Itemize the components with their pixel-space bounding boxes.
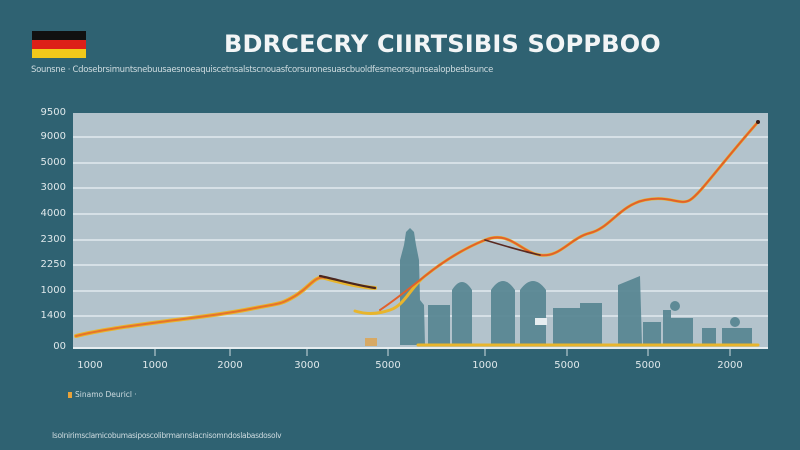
y-tick-label: 1000 <box>40 285 66 296</box>
y-tick-label: 2250 <box>40 259 66 270</box>
y-tick-label: 3000 <box>40 182 66 193</box>
y-tick-label: 9000 <box>40 131 66 142</box>
x-tick-label: 1000 <box>142 360 168 371</box>
footer-note: Isolnirimsclamicobumasiposcolibrmannslac… <box>52 431 282 440</box>
series-lines <box>74 120 760 347</box>
legend: Sinamo Deuricl · <box>68 390 137 399</box>
gridlines <box>73 136 768 317</box>
x-tick-label: 5000 <box>635 360 661 371</box>
legend-label: Sinamo Deuricl · <box>75 390 137 399</box>
y-tick-label: 4000 <box>40 208 66 219</box>
y-tick-label: 5000 <box>40 157 66 168</box>
flag-stripe-black <box>32 31 86 40</box>
x-tick-label: 3000 <box>294 360 320 371</box>
chart-title: BDRCECRY CIIRTSIBIS SOPPBOO <box>224 30 661 58</box>
x-tick-label: 2000 <box>717 360 743 371</box>
x-tick-label: 5000 <box>554 360 580 371</box>
x-tick-label: 2000 <box>217 360 243 371</box>
small-bar-mark <box>365 338 377 346</box>
x-tick-label: 5000 <box>375 360 401 371</box>
building-windows <box>535 318 547 325</box>
city-skyline <box>400 228 752 345</box>
x-ticks <box>154 349 731 356</box>
chart-subtitle: Sounsne · Cdosebrsimuntsnebuusaesnoeaqui… <box>31 65 494 75</box>
germany-flag <box>32 31 86 58</box>
flag-stripe-red <box>32 40 86 49</box>
flag-stripe-gold <box>32 49 86 58</box>
y-tick-label: 2300 <box>40 234 66 245</box>
y-tick-label: 00 <box>53 341 66 352</box>
y-tick-label: 9500 <box>40 107 66 118</box>
x-tick-label: 1000 <box>472 360 498 371</box>
legend-swatch <box>68 391 72 398</box>
y-tick-label: 1400 <box>40 310 66 321</box>
x-tick-label: 1000 <box>77 360 103 371</box>
series-endpoint <box>756 120 760 124</box>
